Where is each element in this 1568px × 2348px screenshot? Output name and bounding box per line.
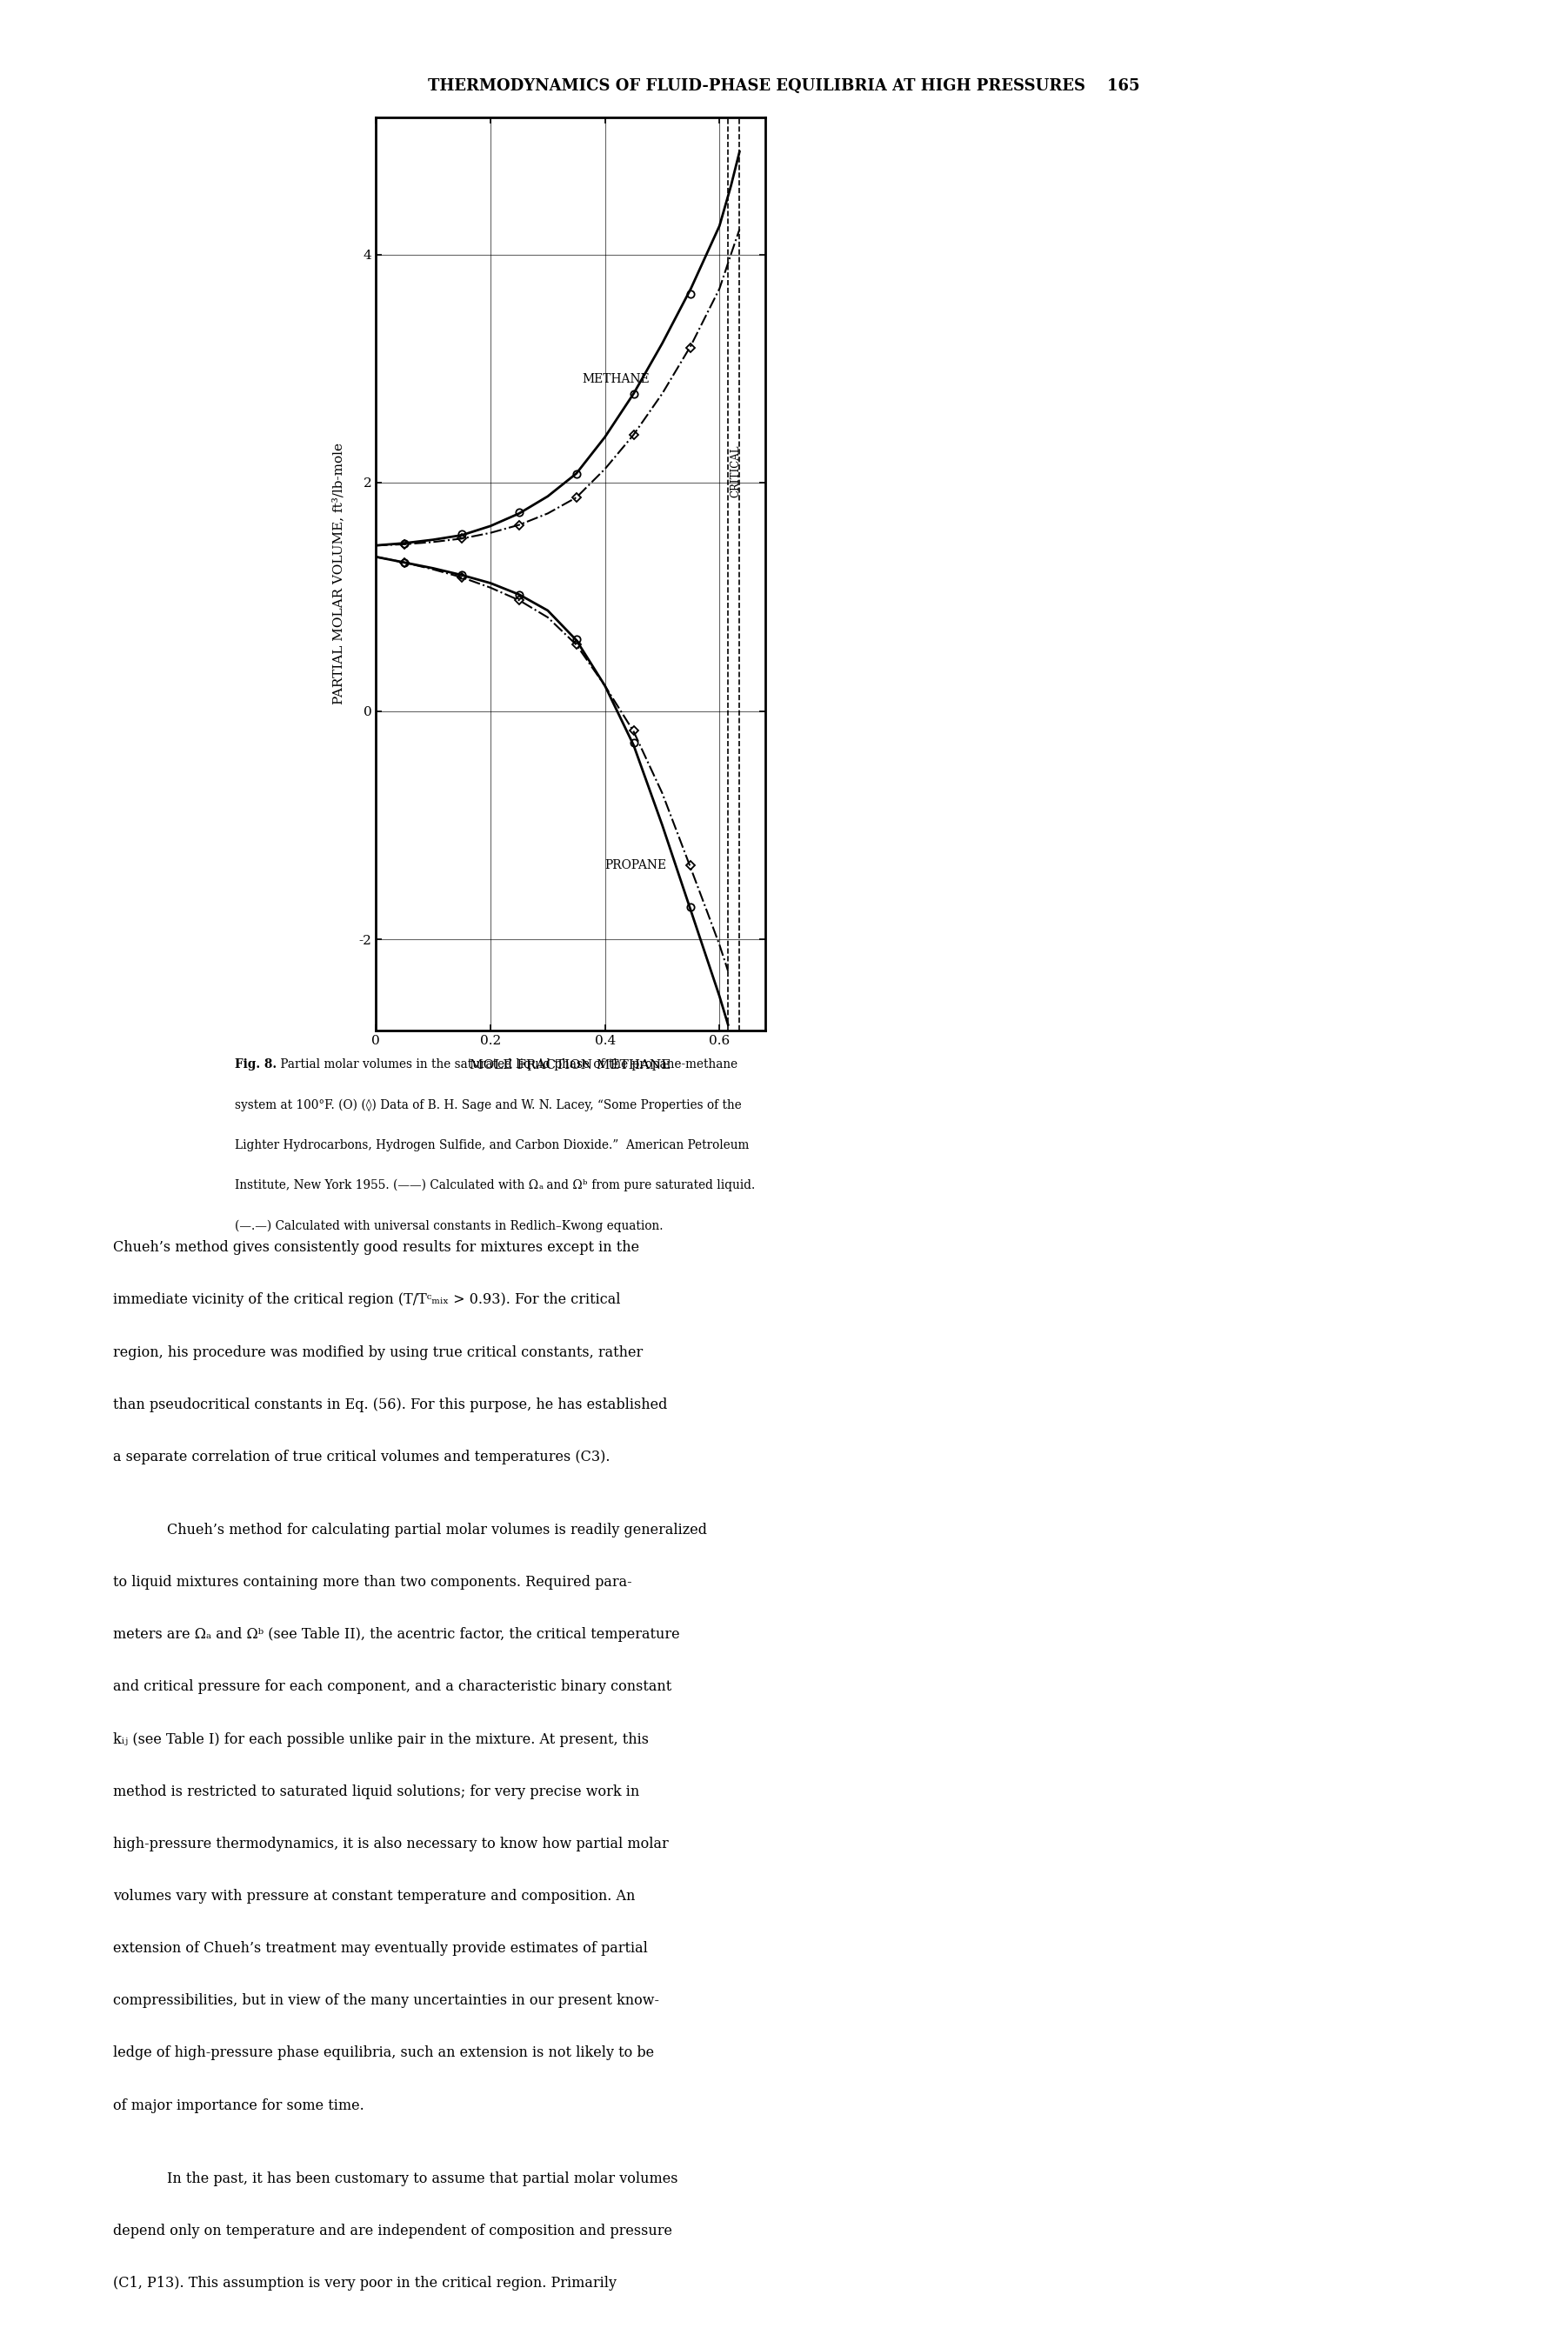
Text: Lighter Hydrocarbons, Hydrogen Sulfide, and Carbon Dioxide.”  American Petroleum: Lighter Hydrocarbons, Hydrogen Sulfide, …	[235, 1139, 750, 1151]
Text: volumes vary with pressure at constant temperature and composition. An: volumes vary with pressure at constant t…	[113, 1888, 635, 1904]
Text: kᵢⱼ (see Table I) for each possible unlike pair in the mixture. At present, this: kᵢⱼ (see Table I) for each possible unli…	[113, 1733, 649, 1747]
Text: In the past, it has been customary to assume that partial molar volumes: In the past, it has been customary to as…	[166, 2172, 677, 2186]
Text: ledge of high-pressure phase equilibria, such an extension is not likely to be: ledge of high-pressure phase equilibria,…	[113, 2045, 654, 2062]
Text: region, his procedure was modified by using true critical constants, rather: region, his procedure was modified by us…	[113, 1345, 643, 1359]
Text: METHANE: METHANE	[582, 373, 649, 385]
Text: compressibilities, but in view of the many uncertainties in our present know-: compressibilities, but in view of the ma…	[113, 1993, 659, 2008]
Text: (—.—) Calculated with universal constants in Redlich–Kwong equation.: (—.—) Calculated with universal constant…	[235, 1219, 663, 1233]
Text: Institute, New York 1955. (——) Calculated with Ω: Institute, New York 1955. (——) Calculate…	[235, 1179, 538, 1190]
Text: meters are Ωₐ and Ωᵇ (see Table II), the acentric factor, the critical temperatu: meters are Ωₐ and Ωᵇ (see Table II), the…	[113, 1627, 681, 1641]
Y-axis label: PARTIAL MOLAR VOLUME, ft³/lb-mole: PARTIAL MOLAR VOLUME, ft³/lb-mole	[332, 444, 345, 704]
Text: immediate vicinity of the critical region (T/Tᶜₘᵢₓ > 0.93). For the critical: immediate vicinity of the critical regio…	[113, 1294, 621, 1308]
Text: Chueh’s method gives consistently good results for mixtures except in the: Chueh’s method gives consistently good r…	[113, 1240, 640, 1256]
Text: CRITICAL: CRITICAL	[729, 444, 742, 498]
Text: method is restricted to saturated liquid solutions; for very precise work in: method is restricted to saturated liquid…	[113, 1784, 640, 1799]
Text: than pseudocritical constants in Eq. (56). For this purpose, he has established: than pseudocritical constants in Eq. (56…	[113, 1397, 668, 1411]
Text: THERMODYNAMICS OF FLUID-PHASE EQUILIBRIA AT HIGH PRESSURES    165: THERMODYNAMICS OF FLUID-PHASE EQUILIBRIA…	[428, 77, 1140, 94]
Text: (C1, P13). This assumption is very poor in the critical region. Primarily: (C1, P13). This assumption is very poor …	[113, 2275, 616, 2292]
Text: extension of Chueh’s treatment may eventually provide estimates of partial: extension of Chueh’s treatment may event…	[113, 1942, 648, 1956]
X-axis label: MOLE FRACTION METHANE: MOLE FRACTION METHANE	[470, 1059, 671, 1071]
Text: Partial molar volumes in the saturated liquid phase of the propane-methane: Partial molar volumes in the saturated l…	[276, 1059, 737, 1071]
Text: from pure saturated liquid.: from pure saturated liquid.	[588, 1179, 754, 1190]
Text: and critical pressure for each component, and a characteristic binary constant: and critical pressure for each component…	[113, 1679, 671, 1695]
Text: PROPANE: PROPANE	[605, 859, 666, 871]
Text: Fig. 8.: Fig. 8.	[235, 1059, 276, 1071]
Text: high-pressure thermodynamics, it is also necessary to know how partial molar: high-pressure thermodynamics, it is also…	[113, 1836, 668, 1850]
Text: depend only on temperature and are independent of composition and pressure: depend only on temperature and are indep…	[113, 2224, 673, 2238]
Text: to liquid mixtures containing more than two components. Required para-: to liquid mixtures containing more than …	[113, 1576, 632, 1590]
Text: ₐ: ₐ	[538, 1179, 543, 1190]
Text: Chueh’s method for calculating partial molar volumes is readily generalized: Chueh’s method for calculating partial m…	[166, 1524, 707, 1538]
Text: and Ω: and Ω	[543, 1179, 583, 1190]
Text: of major importance for some time.: of major importance for some time.	[113, 2099, 364, 2113]
Text: system at 100°F. (O) (◊) Data of B. H. Sage and W. N. Lacey, “Some Properties of: system at 100°F. (O) (◊) Data of B. H. S…	[235, 1099, 742, 1111]
Text: ᵇ: ᵇ	[583, 1179, 588, 1190]
Text: a separate correlation of true critical volumes and temperatures (C3).: a separate correlation of true critical …	[113, 1449, 610, 1465]
